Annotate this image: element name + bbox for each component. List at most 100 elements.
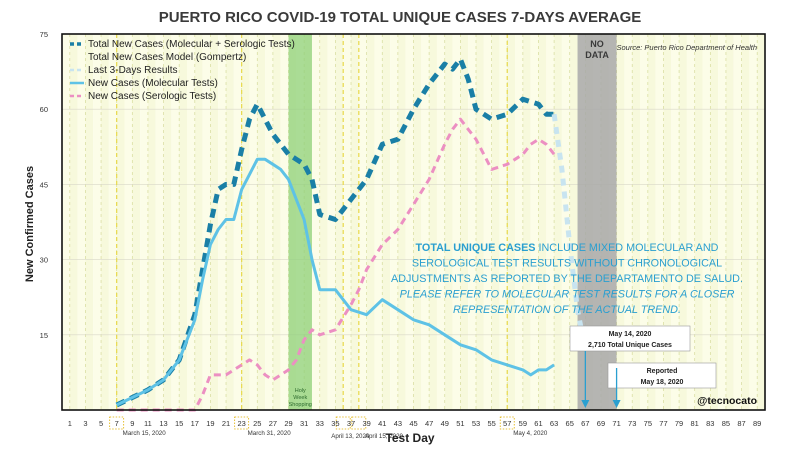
day-band bbox=[405, 34, 414, 410]
day-band bbox=[226, 34, 234, 410]
x-tick-label: 49 bbox=[441, 419, 449, 428]
day-band bbox=[140, 34, 148, 410]
day-band bbox=[475, 34, 484, 410]
callout-arrowhead-reported bbox=[612, 400, 621, 408]
callout-reported-date: May 18, 2020 bbox=[641, 379, 684, 386]
x-tick-label: 27 bbox=[269, 419, 277, 428]
x-tick-label: 51 bbox=[456, 419, 464, 428]
day-band bbox=[640, 34, 648, 410]
day-band bbox=[725, 34, 734, 410]
day-band bbox=[85, 34, 94, 410]
day-band bbox=[335, 34, 344, 410]
y-tick-label: 45 bbox=[40, 180, 48, 189]
y-axis-label: New Confirmed Cases bbox=[24, 166, 36, 282]
day-band bbox=[358, 34, 367, 410]
x-tick-label: 69 bbox=[597, 419, 605, 428]
holy-week-label: Shopping bbox=[289, 402, 312, 408]
day-band bbox=[507, 34, 516, 410]
day-band bbox=[116, 34, 125, 410]
no-data-label: DATA bbox=[585, 50, 609, 60]
y-tick-label: 15 bbox=[40, 331, 48, 340]
x-tick-label: 7 bbox=[115, 419, 119, 428]
date-markers: March 15, 2020 March 31, 2020 April 13, 20… bbox=[109, 34, 548, 440]
day-band bbox=[210, 34, 219, 410]
day-band bbox=[530, 34, 539, 410]
day-band bbox=[390, 34, 398, 410]
annotations: TOTAL UNIQUE CASES INCLUDE MIXED MOLECUL… bbox=[391, 242, 757, 408]
day-band bbox=[538, 34, 547, 410]
x-tick-label: 41 bbox=[378, 419, 386, 428]
day-band bbox=[132, 34, 141, 410]
x-tick-label: 9 bbox=[130, 419, 134, 428]
x-tick-label: 65 bbox=[566, 419, 574, 428]
x-tick-label: 29 bbox=[284, 419, 292, 428]
callout-reported-label: Reported bbox=[647, 368, 678, 375]
day-band bbox=[663, 34, 672, 410]
day-band bbox=[186, 34, 195, 410]
day-band bbox=[616, 34, 625, 410]
date-marker-label: April 13, 2020 bbox=[331, 433, 370, 440]
x-tick-label: 47 bbox=[425, 419, 433, 428]
series-line bbox=[116, 117, 556, 412]
day-band bbox=[624, 34, 633, 410]
x-tick-label: 31 bbox=[300, 419, 308, 428]
x-tick-label: 67 bbox=[581, 419, 589, 428]
x-tick-label: 45 bbox=[409, 419, 417, 428]
x-tick-label: 43 bbox=[394, 419, 402, 428]
x-tick-label: 81 bbox=[691, 419, 699, 428]
x-tick-label: 37 bbox=[347, 419, 355, 428]
day-band bbox=[272, 34, 281, 410]
note-line: SEROLOGICAL TEST RESULTS WITHOUT CHRONOL… bbox=[412, 258, 722, 270]
day-band bbox=[655, 34, 664, 410]
x-tick-label: 23 bbox=[237, 419, 245, 428]
chart-title: PUERTO RICO COVID-19 TOTAL UNIQUE CASES … bbox=[159, 9, 642, 26]
note-line-1-rest: INCLUDE MIXED MOLECULAR AND bbox=[536, 242, 719, 254]
x-tick-label: 55 bbox=[487, 419, 495, 428]
holy-week-region bbox=[288, 34, 312, 410]
x-tick-label: 13 bbox=[159, 419, 167, 428]
data-series bbox=[115, 56, 588, 412]
day-band bbox=[311, 34, 320, 410]
legend-label: New Cases (Serologic Tests) bbox=[88, 91, 216, 102]
plot-frame bbox=[61, 33, 766, 411]
day-band bbox=[241, 34, 250, 410]
callout-arrowhead-may14 bbox=[581, 400, 590, 408]
day-band bbox=[718, 34, 726, 410]
x-axis-label: Test Day bbox=[385, 431, 434, 445]
x-tick-label: 83 bbox=[706, 419, 714, 428]
no-data-region bbox=[577, 34, 617, 410]
day-band bbox=[554, 34, 562, 410]
day-band bbox=[671, 34, 680, 410]
no-data-label: NO bbox=[590, 39, 604, 49]
day-band bbox=[351, 34, 359, 410]
day-band bbox=[163, 34, 172, 410]
date-marker-label: May 4, 2020 bbox=[513, 430, 548, 437]
day-band bbox=[77, 34, 86, 410]
day-band bbox=[569, 34, 578, 410]
x-tick-label: 3 bbox=[83, 419, 87, 428]
series-line bbox=[551, 113, 588, 351]
day-band bbox=[69, 34, 78, 410]
x-tick-label: 19 bbox=[206, 419, 214, 428]
day-band bbox=[694, 34, 703, 410]
day-band bbox=[429, 34, 437, 410]
y-tick-label: 30 bbox=[40, 256, 48, 265]
day-band bbox=[757, 34, 765, 410]
axes: 1 3 5 7 9 11 13 15 17 19 21 23 25 27 29 31 33 35 37 39 41 43 4… bbox=[40, 30, 766, 428]
day-band bbox=[218, 34, 227, 410]
x-tick-label: 5 bbox=[99, 419, 103, 428]
legend-label: Total New Cases (Molecular + Serologic T… bbox=[88, 39, 295, 50]
chart-source: Source: Puerto Rico Department of Health bbox=[617, 43, 758, 52]
x-tick-label: 15 bbox=[175, 419, 183, 428]
day-band bbox=[374, 34, 383, 410]
series-line bbox=[115, 56, 555, 408]
y-tick-label: 60 bbox=[40, 105, 48, 114]
x-tick-label: 79 bbox=[675, 419, 683, 428]
note-line-1: TOTAL UNIQUE CASES INCLUDE MIXED MOLECUL… bbox=[416, 242, 719, 254]
note-lead: TOTAL UNIQUE CASES bbox=[416, 242, 536, 254]
day-band bbox=[421, 34, 430, 410]
date-tick-box bbox=[351, 416, 367, 430]
day-band bbox=[257, 34, 266, 410]
note-line: PLEASE REFER TO MOLECULAR TEST RESULTS F… bbox=[400, 289, 735, 301]
